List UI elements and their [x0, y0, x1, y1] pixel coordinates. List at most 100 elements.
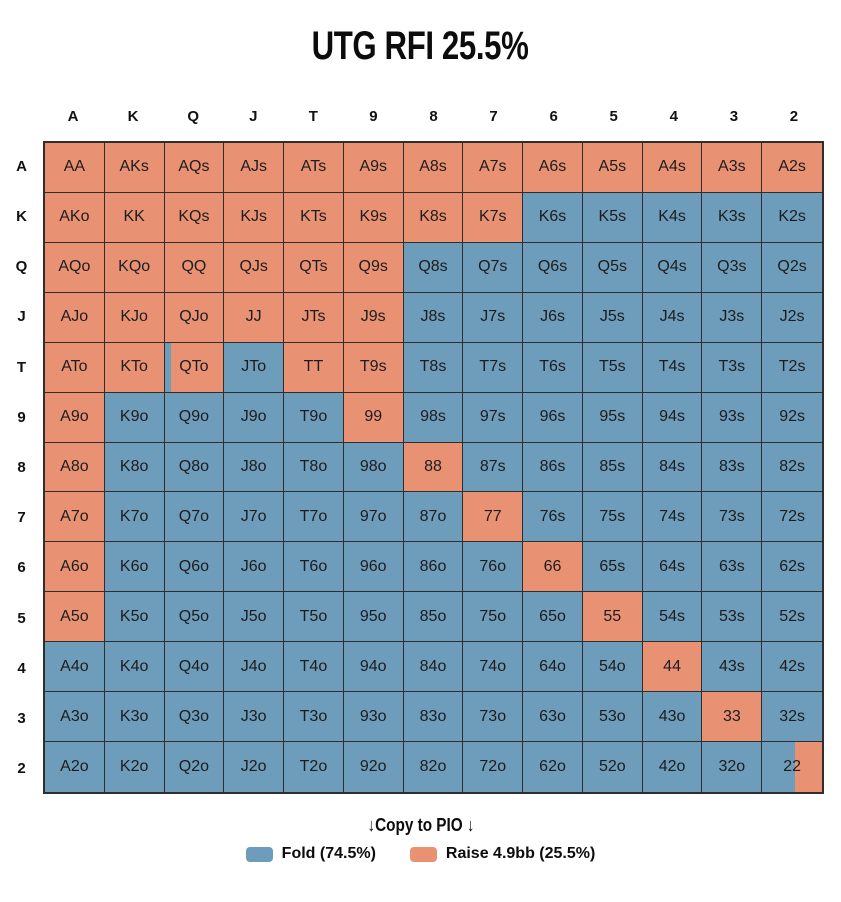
cell-87o: 87o	[403, 492, 464, 543]
cell-T6o: T6o	[284, 542, 344, 593]
cell-95s: 95s	[582, 392, 643, 443]
cell-54o: 54o	[582, 642, 643, 693]
cell-82o: 82o	[403, 742, 464, 792]
row-header-6: 6	[17, 559, 26, 577]
cell-ATs: ATs	[284, 143, 344, 193]
cell-84o: 84o	[403, 642, 464, 693]
col-header-Q: Q	[187, 108, 200, 125]
cell-T9s: T9s	[343, 342, 404, 393]
cell-T7s: T7s	[463, 342, 524, 393]
cell-Q4s: Q4s	[642, 242, 703, 293]
cell-A9o: A9o	[45, 392, 105, 443]
cell-84s: 84s	[642, 442, 703, 493]
legend-item-raise: Raise 4.9bb (25.5%)	[409, 845, 596, 863]
cell-A2o: A2o	[45, 742, 105, 792]
cell-42o: 42o	[642, 742, 703, 792]
row-header-7: 7	[17, 509, 26, 527]
cell-Q8o: Q8o	[164, 442, 225, 493]
legend-item-fold: Fold (74.5%)	[245, 845, 376, 863]
cell-Q6s: Q6s	[523, 242, 583, 293]
col-header-8: 8	[429, 108, 438, 125]
copy-to-pio-button[interactable]: ↓Copy to PIO ↓	[0, 815, 841, 836]
page-title-text: UTG RFI 25.5%	[312, 24, 529, 68]
cell-T5o: T5o	[284, 592, 344, 643]
cell-64o: 64o	[523, 642, 583, 693]
cell-32s: 32s	[762, 692, 822, 743]
row-header-A: A	[16, 157, 27, 175]
cell-J5s: J5s	[582, 292, 643, 343]
cell-A4o: A4o	[45, 642, 105, 693]
cell-T3s: T3s	[702, 342, 763, 393]
col-headers: A K Q J T 9 8 7 6 5 4 3 2	[43, 100, 824, 141]
cell-44: 44	[642, 642, 703, 693]
raise-swatch-icon	[409, 846, 437, 862]
cell-J9s: J9s	[343, 292, 404, 343]
cell-K9o: K9o	[104, 392, 165, 443]
cell-JTs: JTs	[284, 292, 344, 343]
cell-QTs: QTs	[284, 242, 344, 293]
cell-65o: 65o	[523, 592, 583, 643]
cell-22: 22	[762, 742, 822, 792]
cell-AKs: AKs	[104, 143, 165, 193]
cell-86s: 86s	[523, 442, 583, 493]
cell-A8s: A8s	[403, 143, 464, 193]
cell-J5o: J5o	[224, 592, 285, 643]
fold-swatch-icon	[245, 846, 273, 862]
cell-K4o: K4o	[104, 642, 165, 693]
cell-J9o: J9o	[224, 392, 285, 443]
cell-A6s: A6s	[523, 143, 583, 193]
cell-K6o: K6o	[104, 542, 165, 593]
cell-J6o: J6o	[224, 542, 285, 593]
cell-J2o: J2o	[224, 742, 285, 792]
legend-label-raise: Raise 4.9bb (25.5%)	[445, 845, 596, 862]
cell-97o: 97o	[343, 492, 404, 543]
cell-A3o: A3o	[45, 692, 105, 743]
cell-72s: 72s	[762, 492, 822, 543]
cell-KTo: KTo	[104, 342, 165, 393]
cell-64s: 64s	[642, 542, 703, 593]
cell-K5s: K5s	[582, 192, 643, 243]
cell-J8o: J8o	[224, 442, 285, 493]
cell-A4s: A4s	[642, 143, 703, 193]
row-header-2: 2	[17, 760, 26, 778]
cell-T9o: T9o	[284, 392, 344, 443]
cell-AQo: AQo	[45, 242, 105, 293]
cell-ATo: ATo	[45, 342, 105, 393]
col-header-3: 3	[729, 108, 739, 125]
cell-Q3o: Q3o	[164, 692, 225, 743]
cell-J6s: J6s	[523, 292, 583, 343]
cell-82s: 82s	[762, 442, 822, 493]
cell-74s: 74s	[642, 492, 703, 543]
cell-83o: 83o	[403, 692, 464, 743]
cell-87s: 87s	[463, 442, 524, 493]
cell-T4s: T4s	[642, 342, 703, 393]
cell-K3s: K3s	[702, 192, 763, 243]
col-header-T: T	[308, 108, 318, 125]
cell-Q6o: Q6o	[164, 542, 225, 593]
cell-83s: 83s	[702, 442, 763, 493]
cell-53s: 53s	[702, 592, 763, 643]
cell-AQs: AQs	[164, 143, 225, 193]
cell-Q9o: Q9o	[164, 392, 225, 443]
cell-KQs: KQs	[164, 192, 225, 243]
cell-T2o: T2o	[284, 742, 344, 792]
row-header-8: 8	[17, 458, 26, 476]
cell-T8o: T8o	[284, 442, 344, 493]
cell-A2s: A2s	[762, 143, 822, 193]
cell-88: 88	[403, 442, 464, 493]
cell-85s: 85s	[582, 442, 643, 493]
cell-33: 33	[702, 692, 763, 743]
cell-75s: 75s	[582, 492, 643, 543]
cell-KTs: KTs	[284, 192, 344, 243]
cell-AJo: AJo	[45, 292, 105, 343]
cell-75o: 75o	[463, 592, 524, 643]
cell-A8o: A8o	[45, 442, 105, 493]
cell-98s: 98s	[403, 392, 464, 443]
cell-J8s: J8s	[403, 292, 464, 343]
row-header-5: 5	[17, 609, 26, 627]
col-header-9: 9	[369, 108, 378, 125]
cell-97s: 97s	[463, 392, 524, 443]
cell-K7s: K7s	[463, 192, 524, 243]
page-title: UTG RFI 25.5%	[0, 26, 841, 67]
cell-AA: AA	[45, 143, 105, 193]
